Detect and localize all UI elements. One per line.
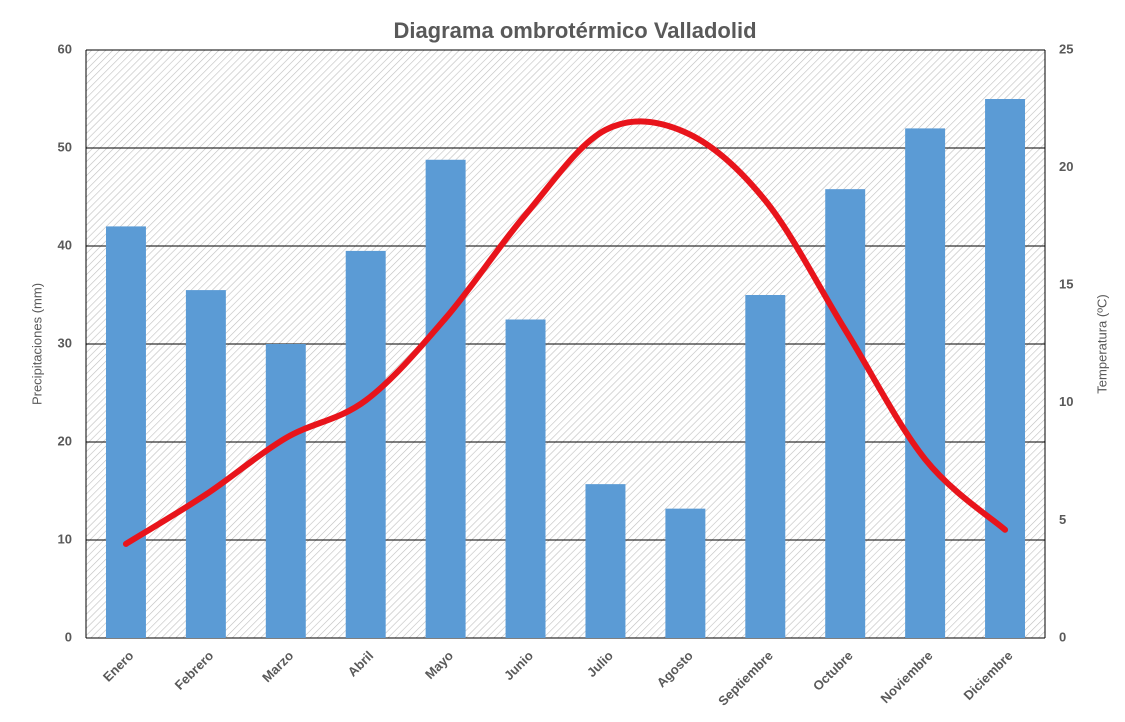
bar [585,484,626,638]
bar [505,319,546,638]
bar [265,344,306,638]
y2-tick-label: 10 [1059,394,1073,409]
y-tick-label: 50 [58,139,72,154]
bar [185,290,226,638]
x-tick-label: Marzo [259,648,296,685]
x-tick-label: Octubre [810,648,856,694]
y-tick-label: 30 [58,335,72,350]
y-tick-label: 60 [58,41,72,56]
y2-axis-title: Temperatura (ºC) [1094,294,1109,393]
y2-tick-label: 25 [1059,41,1073,56]
y2-tick-label: 15 [1059,277,1073,292]
x-tick-label: Mayo [422,648,456,682]
bar [345,250,386,638]
y2-tick-label: 0 [1059,629,1066,644]
bar [985,99,1026,638]
y-axis-title: Precipitaciones (mm) [29,283,44,405]
x-tick-label: Septiembre [715,648,776,709]
temperature-line [122,118,1009,547]
y-tick-label: 20 [58,433,72,448]
x-tick-label: Junio [501,648,536,683]
chart-title: Diagrama ombrotérmico Valladolid [393,18,756,43]
bar [665,508,706,638]
bar [105,226,146,638]
y2-tick-label: 20 [1059,159,1073,174]
bar [425,159,466,638]
y-tick-label: 10 [58,531,72,546]
x-tick-label: Diciembre [961,648,1016,703]
bar [825,189,866,638]
x-tick-label: Abril [345,648,377,680]
x-tick-label: Noviembre [878,648,936,706]
x-tick-label: Febrero [172,648,217,693]
x-tick-label: Julio [584,648,616,680]
y2-tick-label: 5 [1059,512,1066,527]
x-tick-label: Agosto [654,648,696,690]
bar [905,128,946,638]
y-tick-label: 0 [65,629,72,644]
x-tick-label: Enero [100,648,137,685]
y-tick-label: 40 [58,237,72,252]
bar [745,295,786,638]
